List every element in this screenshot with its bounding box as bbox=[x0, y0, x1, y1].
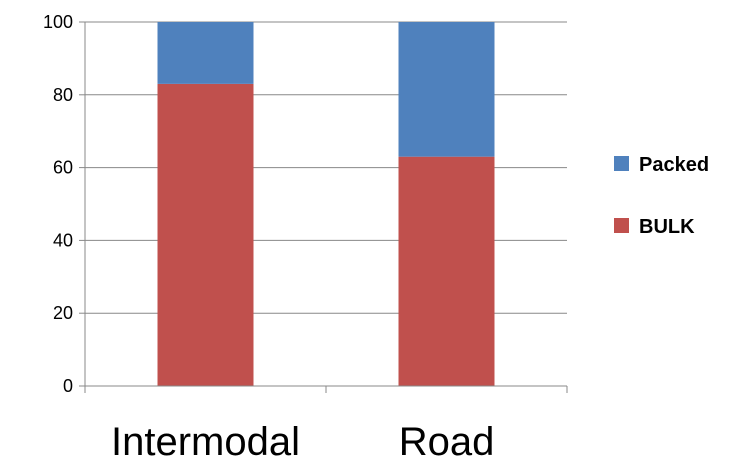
x-category-labels: Intermodal Road bbox=[111, 420, 494, 461]
legend: Packed BULK bbox=[614, 154, 709, 238]
y-tick-label-100: 100 bbox=[43, 12, 73, 32]
y-tick-label-80: 80 bbox=[53, 85, 73, 105]
gridlines bbox=[85, 21, 567, 314]
legend-swatch-packed bbox=[614, 156, 629, 171]
legend-swatch-bulk bbox=[614, 218, 629, 233]
x-category-label-road: Road bbox=[399, 420, 495, 461]
bar-packed-road bbox=[398, 22, 495, 157]
legend-label-packed: Packed bbox=[639, 154, 709, 176]
y-tick-label-0: 0 bbox=[63, 376, 73, 396]
bars bbox=[157, 22, 495, 386]
y-tick-label-20: 20 bbox=[53, 303, 73, 323]
bar-packed-intermodal bbox=[157, 22, 254, 84]
x-category-label-intermodal: Intermodal bbox=[111, 420, 300, 461]
legend-label-bulk: BULK bbox=[639, 216, 695, 238]
y-tick-labels: 0 20 40 60 80 100 bbox=[43, 12, 73, 396]
y-tick-label-60: 60 bbox=[53, 158, 73, 178]
axes bbox=[79, 21, 568, 393]
bar-bulk-intermodal bbox=[157, 83, 254, 386]
bar-bulk-road bbox=[398, 156, 495, 386]
y-tick-label-40: 40 bbox=[53, 230, 73, 250]
